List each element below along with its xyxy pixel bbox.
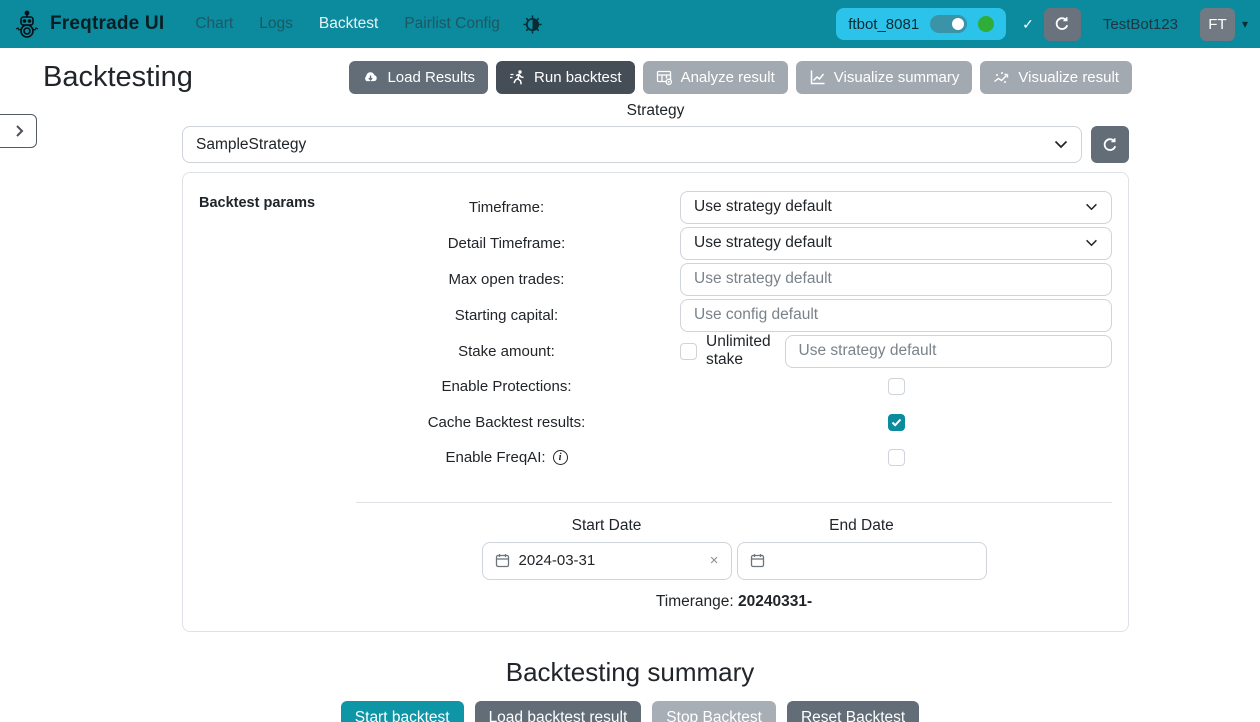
unlimited-stake-checkbox[interactable] [680,342,697,360]
top-navbar: Freqtrade UI Chart Logs Backtest Pairlis… [0,0,1260,48]
chevron-right-icon [14,124,25,138]
detail-timeframe-row: Detail Timeframe: Use strategy default [354,225,1112,261]
bot-ok-check-icon: ✓ [1022,15,1034,32]
start-date-label: Start Date [571,516,642,534]
refresh-strategies-button[interactable] [1091,126,1129,163]
freqtrade-robot-logo-icon [12,9,42,39]
chevron-down-icon [1054,140,1068,149]
reload-icon [1054,16,1070,32]
page-title: Backtesting [43,61,193,93]
strategy-select[interactable]: SampleStrategy [182,126,1082,163]
sidebar-expand-button[interactable] [0,114,37,148]
bot-status-dot [978,16,995,32]
start-backtest-button[interactable]: Start backtest [340,700,464,722]
end-date-label: End Date [829,516,894,534]
starting-capital-input[interactable]: Use config default [680,298,1112,332]
timerange-text: Timerange: 20240331- [655,592,813,610]
nav-link-backtest[interactable]: Backtest [318,15,379,32]
end-date-input[interactable] [736,541,987,580]
avatar: FT [1199,7,1235,41]
chart-line-icon [809,69,826,86]
run-backtest-button[interactable]: Run backtest [496,61,635,94]
timeframe-row: Timeframe: Use strategy default [354,189,1112,225]
bot-selector[interactable]: ftbot_8081 [836,8,1007,40]
analyze-result-button[interactable]: Analyze result [642,61,788,94]
cache-backtest-results-row: Cache Backtest results: [354,405,1112,441]
page-header: Backtesting Load Results Run backtest [0,48,1260,100]
navbar-right: ftbot_8081 ✓ TestBot123 FT ▾ [836,7,1248,41]
load-results-button[interactable]: Load Results [349,61,489,94]
reset-backtest-button[interactable]: Reset Backtest [786,700,920,722]
logged-in-username: TestBot123 [1102,15,1178,33]
starting-capital-row: Starting capital: Use config default [354,297,1112,333]
nav-link-pairlist-config[interactable]: Pairlist Config [404,15,500,32]
visualize-summary-button[interactable]: Visualize summary [795,61,973,94]
divider [356,501,1112,503]
user-menu[interactable]: FT ▾ [1199,7,1248,41]
cloud-download-icon [362,69,379,86]
theme-toggle-icon[interactable] [523,14,542,34]
start-date-input[interactable]: 2024-03-31 × [481,541,732,580]
params-section-title: Backtest params [199,195,316,211]
load-backtest-result-button[interactable]: Load backtest result [474,700,642,722]
chevron-down-icon [1085,203,1098,211]
enable-freqai-row: Enable FreqAI: i [354,440,1112,476]
refresh-icon [1102,137,1118,153]
visualize-result-button[interactable]: Visualize result [980,61,1132,94]
brand-title: Freqtrade UI [50,13,165,34]
backtest-setup-area: Strategy SampleStrategy Backtest params … [182,102,1129,632]
timeframe-select[interactable]: Use strategy default [680,190,1112,224]
bot-online-toggle[interactable] [930,15,968,33]
stake-amount-row: Stake amount: Unlimited stake Use strate… [354,333,1112,369]
person-running-icon [509,69,526,86]
cache-backtest-results-checkbox[interactable] [887,413,905,431]
backtest-params-card: Backtest params Timeframe: Use strategy … [182,172,1129,632]
bot-name: ftbot_8081 [848,15,920,33]
enable-protections-checkbox[interactable] [887,378,905,396]
unlimited-stake-label[interactable]: Unlimited stake [706,333,771,368]
enable-protections-row: Enable Protections: [354,369,1112,405]
stake-amount-input[interactable]: Use strategy default [784,334,1112,368]
backtesting-summary-title: Backtesting summary [505,656,755,687]
summary-buttons: Start backtest Load backtest result Stop… [0,700,1260,722]
timerange-value: 20240331- [738,592,813,610]
chevron-down-icon: ▾ [1241,17,1248,31]
max-open-trades-input[interactable]: Use strategy default [680,262,1112,296]
calendar-icon [495,553,510,568]
nav-link-logs[interactable]: Logs [259,15,293,32]
info-icon[interactable]: i [552,450,568,466]
enable-freqai-checkbox[interactable] [887,449,905,467]
detail-timeframe-select[interactable]: Use strategy default [680,226,1112,260]
stop-backtest-button[interactable]: Stop Backtest [652,700,776,722]
strategy-label: Strategy [626,102,685,119]
max-open-trades-row: Max open trades: Use strategy default [354,261,1112,297]
header-buttons: Load Results Run backtest [349,61,1132,94]
table-gear-icon [656,69,673,86]
reload-button[interactable] [1043,7,1081,41]
nav-link-chart[interactable]: Chart [195,15,234,32]
dates-section: Start Date 2024-03-31 × [356,503,1112,611]
brand[interactable]: Freqtrade UI [12,9,164,39]
clear-date-icon[interactable]: × [709,552,719,569]
chevron-down-icon [1085,239,1098,247]
calendar-icon [750,553,765,568]
chart-scatter-icon [993,69,1010,86]
